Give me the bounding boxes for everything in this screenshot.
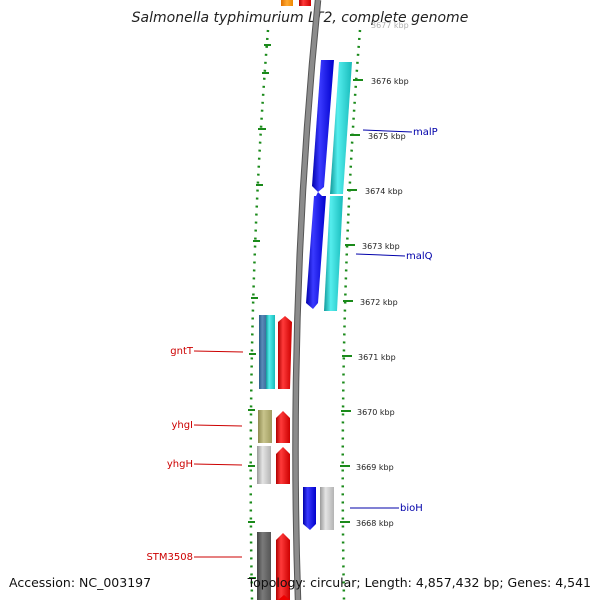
gene-label-yhgH[interactable]: yhgH — [167, 459, 193, 470]
outer-dotted-guide — [341, 29, 362, 600]
accession-text: Accession: NC_003197 — [9, 575, 152, 590]
gene-gntT-cyan[interactable] — [266, 315, 275, 389]
left-label-leaders — [193, 350, 244, 558]
tick-label: 3674 kbp — [365, 187, 403, 196]
tick-label-top-partial: 3677 kbp — [371, 21, 409, 30]
gene-yhgI-olive[interactable] — [258, 410, 272, 443]
gene-bottom-red-partial[interactable] — [278, 595, 290, 600]
gene-label-STM3508[interactable]: STM3508 — [146, 552, 193, 563]
tick-label: 3676 kbp — [371, 77, 409, 86]
right-label-leaders — [350, 129, 413, 509]
gene-label-malP[interactable]: malP — [413, 127, 438, 138]
inner-dotted-guide — [249, 29, 270, 600]
tick-label: 3669 kbp — [356, 463, 394, 472]
tick-label: 3672 kbp — [360, 298, 398, 307]
gene-label-gntT[interactable]: gntT — [170, 346, 194, 357]
map-title: Salmonella typhimurium LT2, complete gen… — [131, 10, 469, 26]
tick-label: 3668 kbp — [356, 519, 394, 528]
gene-malQ-cyan[interactable] — [324, 196, 343, 311]
gene-bioH-blue[interactable] — [303, 487, 316, 530]
gene-malP-blue[interactable] — [312, 60, 334, 192]
tick-label: 3670 kbp — [357, 408, 395, 417]
gene-yhgH-grey[interactable] — [257, 446, 271, 484]
tick-label: 3671 kbp — [358, 353, 396, 362]
inner-tick-marks — [248, 44, 271, 579]
genome-backbone — [293, 0, 321, 600]
gene-malP-cyan[interactable] — [330, 62, 352, 194]
gene-yhgI-red[interactable] — [276, 411, 290, 443]
gene-top-orange[interactable] — [281, 0, 293, 6]
tick-label: 3675 kbp — [368, 132, 406, 141]
gene-top-red[interactable] — [299, 0, 311, 6]
tick-label: 3673 kbp — [362, 242, 400, 251]
gene-label-malQ[interactable]: malQ — [406, 251, 433, 262]
gene-gntT-red[interactable] — [278, 316, 292, 389]
gene-gntT-steel[interactable] — [259, 315, 267, 389]
gene-yhgH-red[interactable] — [276, 447, 290, 484]
genome-summary-text: Topology: circular; Length: 4,857,432 bp… — [247, 575, 591, 590]
gene-label-yhgI[interactable]: yhgI — [171, 420, 193, 431]
gene-bioH-grey[interactable] — [320, 487, 334, 530]
gene-STM3508-dark[interactable] — [257, 532, 271, 600]
gene-STM3508-red[interactable] — [276, 533, 290, 600]
gene-label-bioH[interactable]: bioH — [400, 503, 423, 514]
tick-labels: 3676 kbp 3675 kbp 3674 kbp 3673 kbp 3672… — [356, 77, 409, 528]
gene-malQ-blue[interactable] — [306, 192, 326, 309]
outer-tick-marks — [340, 79, 363, 523]
